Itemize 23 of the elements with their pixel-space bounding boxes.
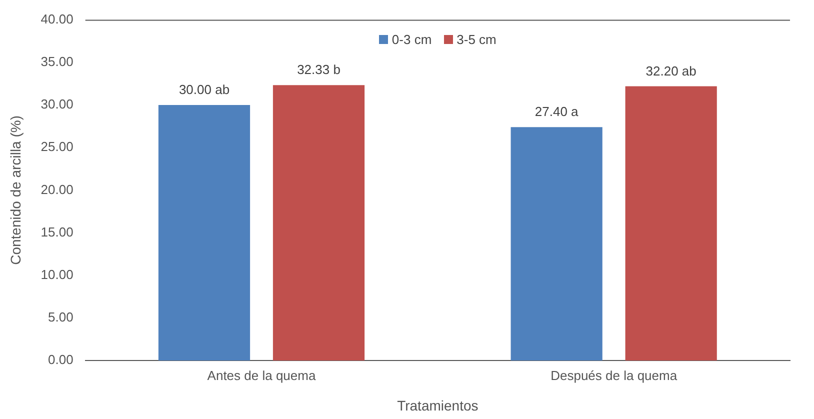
y-tick-label: 35.00 xyxy=(40,54,74,69)
x-tick-label: Después de la quema xyxy=(550,368,678,383)
data-label: 27.40 a xyxy=(534,104,580,120)
y-tick-label: 20.00 xyxy=(40,182,74,197)
bar xyxy=(158,105,250,361)
y-tick-label: 25.00 xyxy=(40,139,74,154)
y-axis-title: Contenido de arcilla (%) xyxy=(7,115,24,265)
x-axis-title: Tratamientos xyxy=(397,397,478,414)
data-label: 32.33 b xyxy=(297,62,340,78)
y-tick-label: 0.00 xyxy=(48,352,74,368)
y-tick-label: 15.00 xyxy=(40,224,74,240)
x-tick-label: Antes de la quema xyxy=(207,368,316,383)
bar xyxy=(272,85,365,361)
legend-label: 0-3 cm xyxy=(390,32,432,47)
y-tick-label: 10.00 xyxy=(40,266,74,282)
y-tick-label: 40.00 xyxy=(40,11,74,26)
legend-label: 3-5 cm xyxy=(456,32,496,47)
bar xyxy=(510,127,602,361)
bar xyxy=(625,86,717,361)
y-tick-label: 5.00 xyxy=(48,310,74,325)
y-tick-label: 30.00 xyxy=(40,96,74,112)
data-label: 30.00 ab xyxy=(178,82,230,98)
data-label: 32.20 ab xyxy=(646,63,696,78)
